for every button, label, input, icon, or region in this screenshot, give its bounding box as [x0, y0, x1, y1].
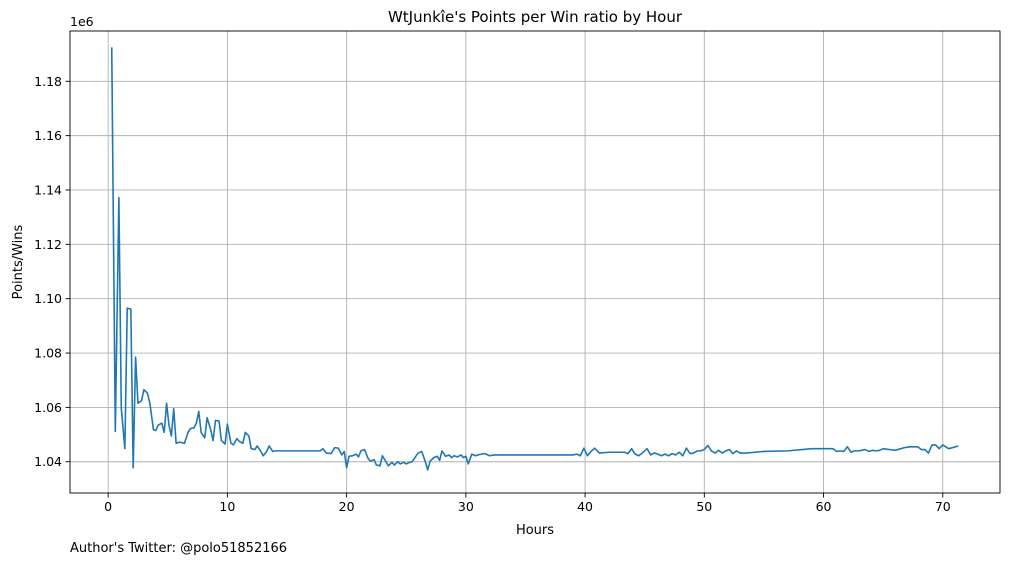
x-tick-label: 50	[696, 499, 712, 514]
ticks-group: 0 10 20 30 40 50 60 70 1.04 1.06 1.08 1.10 1.12 1.14 1…	[34, 74, 951, 514]
y-tick-label: 1.06	[34, 400, 62, 415]
plot-frame	[69, 30, 1001, 494]
y-tick-label: 1.10	[34, 291, 62, 306]
x-tick-label: 70	[935, 499, 951, 514]
x-tick-label: 0	[104, 499, 112, 514]
y-tick-label: 1.08	[34, 346, 62, 361]
y-tick-label: 1.14	[34, 182, 62, 197]
x-tick-label: 30	[458, 499, 474, 514]
series-group	[110, 47, 959, 471]
y-tick-label: 1.16	[34, 128, 62, 143]
chart-title: WtJunkîe's Points per Win ratio by Hour	[388, 8, 683, 26]
x-tick-label: 10	[219, 499, 235, 514]
y-tick-label: 1.04	[34, 454, 62, 469]
y-tick-label: 1.18	[34, 74, 62, 89]
x-tick-label: 40	[577, 499, 593, 514]
series-line	[110, 47, 959, 471]
y-offset-label: 1e6	[70, 14, 94, 29]
y-axis-label: Points/Wins	[11, 224, 26, 299]
grid	[70, 31, 1000, 493]
x-tick-label: 20	[339, 499, 355, 514]
footer-author-twitter: Author's Twitter: @polo51852166	[70, 541, 287, 556]
x-tick-label: 60	[816, 499, 832, 514]
y-tick-label: 1.12	[34, 237, 62, 252]
x-axis-label: Hours	[516, 523, 554, 538]
